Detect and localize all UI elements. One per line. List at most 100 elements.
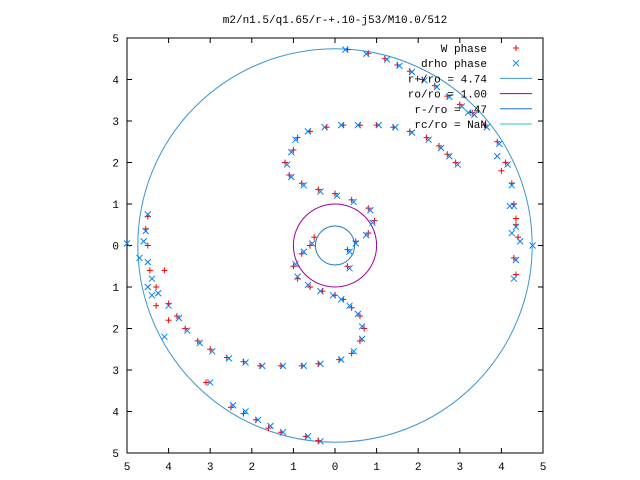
- cross-b: [229, 401, 237, 409]
- w-phase-point: [498, 167, 505, 174]
- w-phase-point: [444, 93, 451, 100]
- legend-label: W phase: [441, 44, 487, 56]
- drho-phase-point: [350, 347, 358, 355]
- cross-b: [508, 229, 516, 237]
- drho-phase-point: [304, 433, 312, 440]
- cross-b: [483, 123, 491, 131]
- cross-b: [267, 422, 274, 430]
- cross-b: [504, 161, 511, 168]
- cross-b: [446, 93, 453, 101]
- w-phase-point: [419, 76, 426, 83]
- cross-b: [437, 144, 445, 152]
- drho-phase-point: [258, 362, 266, 370]
- drho-phase-point: [317, 287, 324, 295]
- y-tick-label: 1: [112, 200, 119, 212]
- x-tick-label: 3: [456, 462, 463, 474]
- cross-b: [308, 240, 316, 247]
- x-tick-label: 5: [540, 462, 547, 474]
- drho-phase-point: [396, 62, 403, 70]
- cross-b: [375, 121, 383, 129]
- drho-phase-point: [317, 188, 324, 195]
- y-tick-label: 5: [112, 449, 119, 461]
- drho-phase-point: [321, 123, 328, 131]
- drho-phase-point: [512, 223, 520, 231]
- w-phase-point: [144, 242, 151, 249]
- drho-phase-point: [183, 327, 191, 334]
- drho-phase-point: [225, 355, 233, 362]
- cross-b: [329, 291, 337, 299]
- cross-b: [304, 281, 312, 289]
- cross-b: [383, 56, 391, 63]
- cross-b: [175, 314, 183, 322]
- cross-b: [350, 198, 358, 206]
- cross-b: [283, 161, 291, 168]
- x-tick-label: 0: [332, 462, 339, 474]
- cross-b: [208, 347, 216, 355]
- x-tick-label: 5: [124, 462, 131, 474]
- cross-b: [294, 273, 301, 280]
- drho-phase-point: [433, 83, 441, 91]
- drho-phase-point: [144, 211, 152, 218]
- cross-b: [433, 83, 441, 91]
- drho-phase-point: [383, 56, 391, 63]
- drho-phase-point: [287, 173, 295, 181]
- w-phase-point: [406, 68, 413, 75]
- drho-phase-point: [337, 296, 345, 303]
- w-phase-point: [203, 379, 210, 386]
- cross-b: [454, 161, 462, 168]
- drho-phase-point: [267, 422, 274, 430]
- legend-symbol: [512, 59, 520, 67]
- legend-label: r-/ro = .47: [414, 105, 487, 117]
- drho-phase-point: [206, 379, 214, 386]
- drho-phase-point: [446, 152, 453, 160]
- cross-b: [471, 111, 478, 119]
- cross-b: [425, 136, 432, 144]
- drho-phase-point: [464, 109, 472, 117]
- drho-phase-point: [352, 240, 360, 247]
- cross-b: [396, 62, 403, 70]
- legend-label: r+/ro = 4.74: [408, 74, 488, 86]
- x-tick-label: 2: [415, 462, 422, 474]
- drho-phase-point: [208, 347, 216, 355]
- cross-b: [337, 121, 345, 129]
- drho-phase-point: [279, 362, 287, 370]
- drho-phase-point: [175, 314, 183, 322]
- cross-b: [123, 240, 131, 247]
- cross-b: [529, 242, 536, 249]
- cross-b: [242, 408, 249, 415]
- drho-phase-point: [508, 229, 516, 237]
- drho-phase-point: [161, 333, 168, 341]
- drho-phase-point: [294, 273, 301, 280]
- cross-b: [352, 240, 360, 247]
- cross-b: [458, 103, 466, 110]
- cross-b: [333, 192, 341, 200]
- drho-phase-point: [337, 121, 345, 129]
- drho-phase-point: [506, 202, 514, 210]
- w-phase-point: [146, 267, 153, 274]
- phase-markers: [123, 46, 536, 445]
- drho-phase-point: [483, 123, 491, 131]
- cross-b: [144, 283, 152, 291]
- cross-b: [206, 379, 214, 386]
- cross-b: [512, 223, 520, 231]
- cross-b: [292, 136, 299, 144]
- radius-circle: [314, 225, 356, 266]
- drho-phase-point: [421, 76, 428, 84]
- drho-phase-point: [196, 339, 204, 347]
- cross-b: [362, 50, 370, 58]
- drho-phase-point: [292, 136, 299, 144]
- cross-b: [279, 428, 287, 436]
- drho-phase-point: [346, 248, 353, 256]
- legend-label: rc/ro = NaN: [414, 120, 487, 132]
- w-phase-point: [381, 55, 388, 62]
- cross-b: [367, 206, 374, 214]
- drho-phase-point: [362, 231, 370, 239]
- cross-b: [421, 76, 428, 84]
- y-tick-label: 2: [112, 325, 119, 337]
- drho-phase-point: [144, 283, 152, 291]
- drho-phase-point: [516, 237, 524, 245]
- drho-phase-point: [362, 50, 370, 58]
- cross-b: [391, 123, 399, 131]
